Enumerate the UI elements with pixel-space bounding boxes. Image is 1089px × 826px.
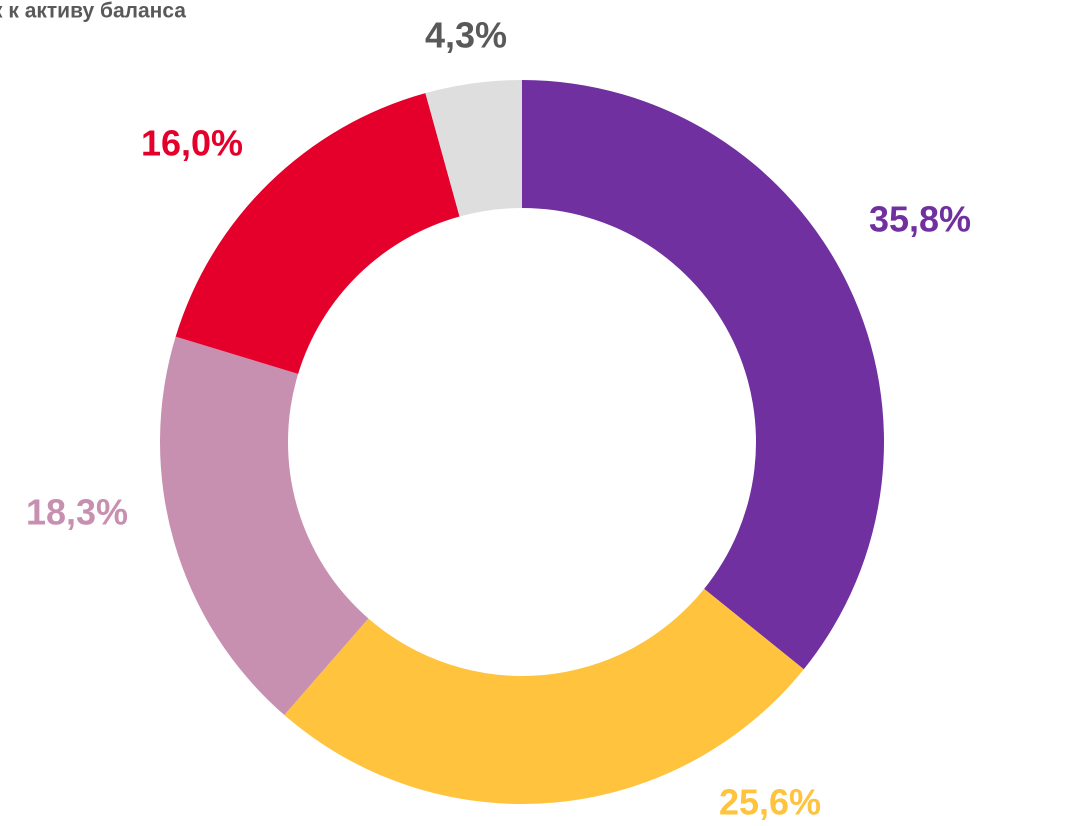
donut-segment (160, 336, 369, 716)
data-label: 18,3% (26, 492, 128, 533)
donut-segment (425, 80, 522, 217)
chart-title: к к активу баланса (0, 0, 186, 23)
data-label: 16,0% (141, 123, 243, 164)
donut-segment (284, 588, 804, 804)
donut-segment (522, 80, 884, 670)
donut-segment (175, 93, 460, 374)
data-label: 35,8% (869, 199, 971, 240)
data-label: 25,6% (719, 782, 821, 823)
data-label: 4,3% (425, 15, 507, 56)
